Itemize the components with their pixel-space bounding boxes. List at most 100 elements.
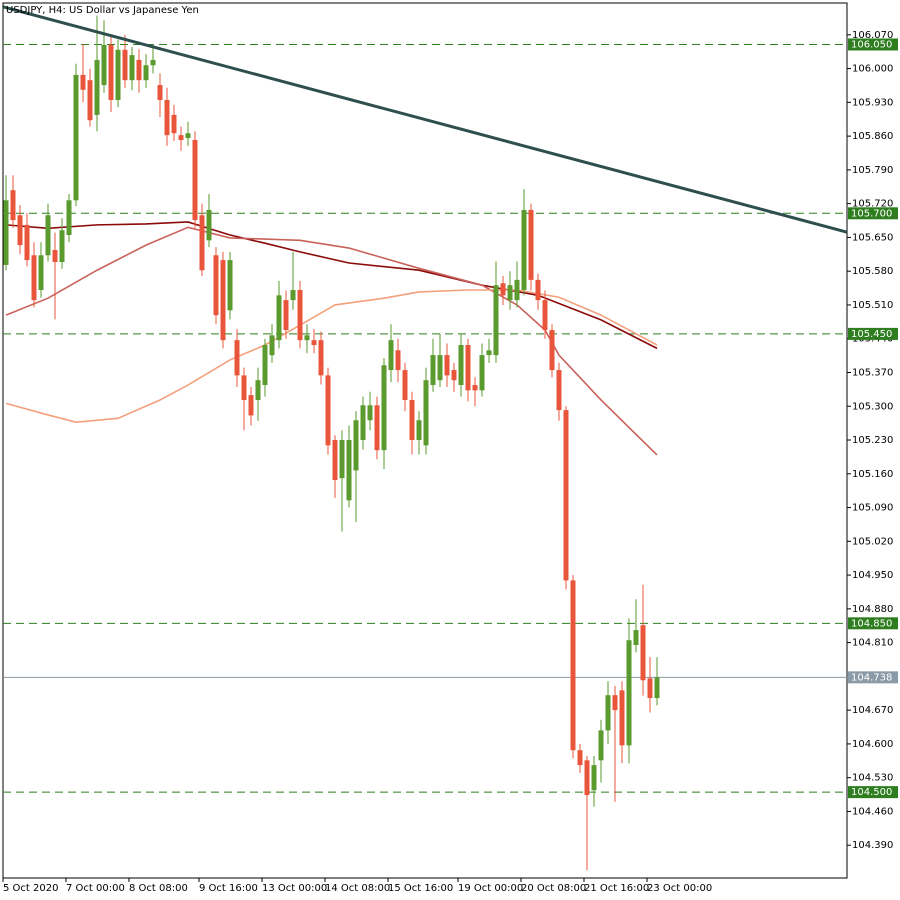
candle-body (542, 300, 548, 331)
candle-body (374, 405, 380, 451)
x-tick-label: 8 Oct 08:00 (129, 883, 188, 894)
y-tick-label: 104.600 (852, 739, 893, 750)
candle-body (122, 49, 128, 81)
y-tick-label: 104.810 (852, 638, 893, 649)
x-tick-label: 7 Oct 00:00 (66, 883, 125, 894)
candle-body (325, 375, 331, 446)
candle-body (157, 85, 163, 100)
candle-body (178, 135, 184, 140)
candle-body (318, 340, 324, 376)
candle-body (276, 295, 282, 341)
candle-body (612, 695, 618, 711)
level-label-box (848, 786, 898, 799)
candle-body (150, 59, 156, 66)
y-tick-label: 105.090 (852, 503, 893, 514)
candle-body (45, 215, 51, 256)
candle-body (458, 344, 464, 386)
level-label-box (848, 327, 898, 340)
y-tick-label: 104.670 (852, 705, 893, 716)
candle-body (507, 285, 513, 301)
candle-body (451, 370, 457, 381)
last-price-label: 104.738 (851, 672, 892, 683)
candle-body (24, 224, 30, 261)
candle-body (493, 285, 499, 356)
candle-body (101, 44, 107, 86)
candle-body (192, 139, 198, 221)
y-tick-label: 104.530 (852, 773, 893, 784)
candle-body (647, 678, 653, 699)
candle-body (500, 283, 506, 296)
candle-body (563, 410, 569, 581)
candle-body (248, 395, 254, 416)
candle-body (465, 344, 471, 391)
y-tick-label: 106.070 (852, 30, 893, 41)
candle-body (171, 114, 177, 134)
y-tick-label: 105.160 (852, 469, 893, 480)
candle-body (605, 695, 611, 731)
x-tick-label: 5 Oct 2020 (3, 883, 58, 894)
candle-body (164, 99, 170, 136)
candle-body (416, 420, 422, 441)
y-tick-label: 105.790 (852, 165, 893, 176)
candle-body (388, 340, 394, 371)
candle-body (66, 200, 72, 236)
y-tick-label: 105.930 (852, 97, 893, 108)
candle-body (3, 200, 9, 265)
candle-body (108, 44, 114, 100)
y-tick-label: 105.650 (852, 232, 893, 243)
candle-body (437, 355, 443, 381)
level-label: 106.050 (851, 39, 892, 50)
candle-body (577, 750, 583, 766)
candle-body (346, 440, 352, 501)
candle-body (472, 385, 478, 391)
plot-area (3, 5, 847, 871)
candle-body (528, 209, 534, 280)
x-tick-label: 13 Oct 00:00 (262, 883, 327, 894)
candle-body (304, 335, 310, 341)
candle-body (199, 215, 205, 271)
candle-body (430, 355, 436, 386)
candle-body (479, 355, 485, 391)
y-tick-label: 105.720 (852, 199, 893, 210)
level-label: 105.700 (851, 208, 892, 219)
x-tick-label: 21 Oct 16:00 (584, 883, 649, 894)
level-label: 105.450 (851, 329, 892, 340)
axes: 106.070 106.000 105.930 105.860 105.790 105.7… (2, 30, 898, 894)
candle-body (339, 440, 345, 479)
candle-body (227, 260, 233, 311)
level-label: 104.500 (851, 787, 892, 798)
candle-body (584, 760, 590, 796)
moving-average (5, 221, 658, 350)
candle-body (367, 405, 373, 421)
candle-body (185, 133, 191, 139)
candle-body (570, 580, 576, 751)
level-label-box (848, 207, 898, 220)
x-tick-label: 9 Oct 16:00 (199, 883, 258, 894)
candle-body (514, 279, 520, 301)
candle-body (283, 300, 289, 331)
candle-body (136, 59, 142, 81)
candle-body (556, 370, 562, 411)
candle-body (549, 330, 555, 371)
candle-body (255, 380, 261, 400)
candle-body (535, 279, 541, 301)
candle-body (213, 255, 219, 316)
candle-body (115, 49, 121, 100)
chart-title: USDJPY, H4: US Dollar vs Japanese Yen (6, 5, 199, 16)
candle-body (52, 249, 58, 263)
candle-body (591, 765, 597, 791)
x-tick-label: 23 Oct 00:00 (647, 883, 712, 894)
y-tick-label: 104.390 (852, 840, 893, 851)
y-tick-label: 105.580 (852, 266, 893, 277)
level-label-box (848, 38, 898, 51)
y-tick-label: 105.300 (852, 401, 893, 412)
candle-body (423, 380, 429, 446)
candle-body (73, 74, 79, 201)
candle-body (234, 340, 240, 376)
y-tick-label: 105.230 (852, 435, 893, 446)
candle-body (353, 420, 359, 471)
candle-body (521, 209, 527, 291)
trendline (3, 5, 847, 234)
y-tick-label: 104.950 (852, 570, 893, 581)
candle-body (241, 375, 247, 400)
